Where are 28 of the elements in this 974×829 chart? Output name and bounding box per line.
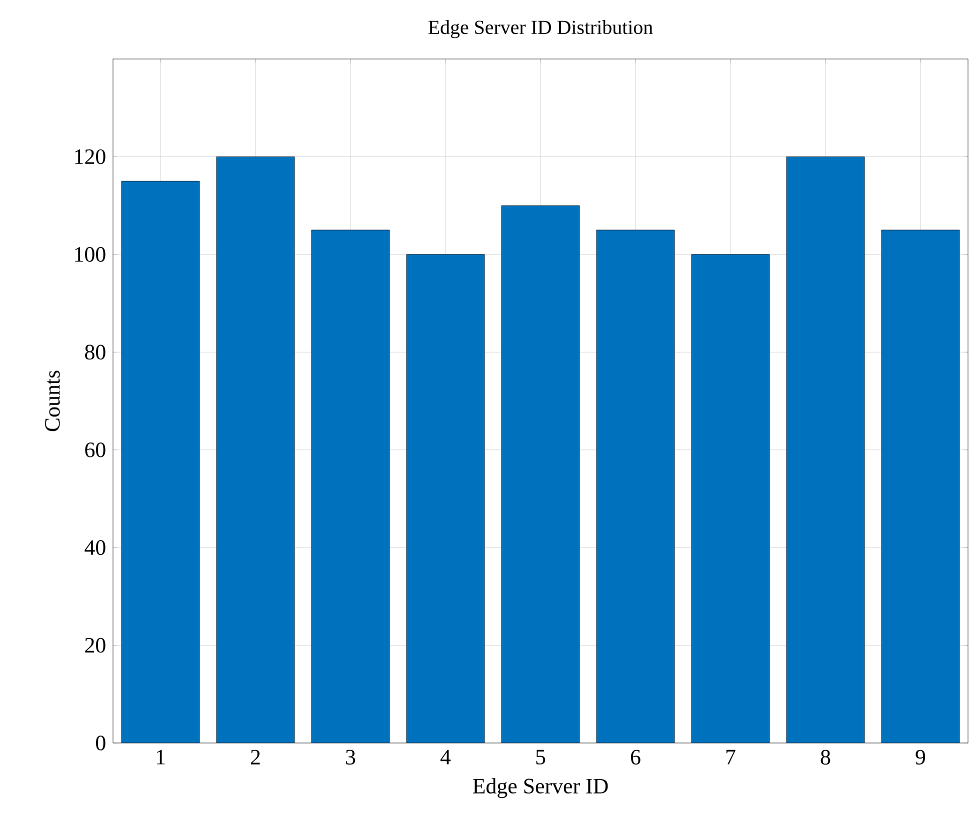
y-tick-label: 60 [85,442,106,458]
bar [881,230,960,743]
y-tick-label: 100 [75,247,106,262]
x-tick-label: 6 [630,750,640,765]
x-tick-label: 5 [536,750,546,764]
x-tick-label: 8 [820,750,830,765]
y-tick-label: 20 [85,638,106,653]
x-axis-title: Edge Server ID [472,778,608,798]
y-tick-label: 120 [75,149,106,164]
bar [692,254,770,743]
y-axis-title: Counts [45,370,60,432]
x-tick-label: 1 [156,750,165,764]
chart-title: Edge Server ID Distribution [428,20,653,38]
x-tick-label: 9 [916,750,926,765]
x-tick-label: 4 [440,750,451,764]
bar [406,254,484,743]
x-tick-label: 3 [346,750,356,765]
bar [596,230,674,743]
bar [216,156,294,743]
y-tick-label: 40 [84,540,106,555]
bar [122,181,200,743]
bar [312,230,390,743]
x-tick-label: 2 [250,750,260,764]
y-tick-label: 80 [85,344,106,360]
bar [502,206,580,743]
y-tick-label: 0 [96,736,106,750]
bar [786,156,864,743]
x-tick-label: 7 [726,750,736,764]
